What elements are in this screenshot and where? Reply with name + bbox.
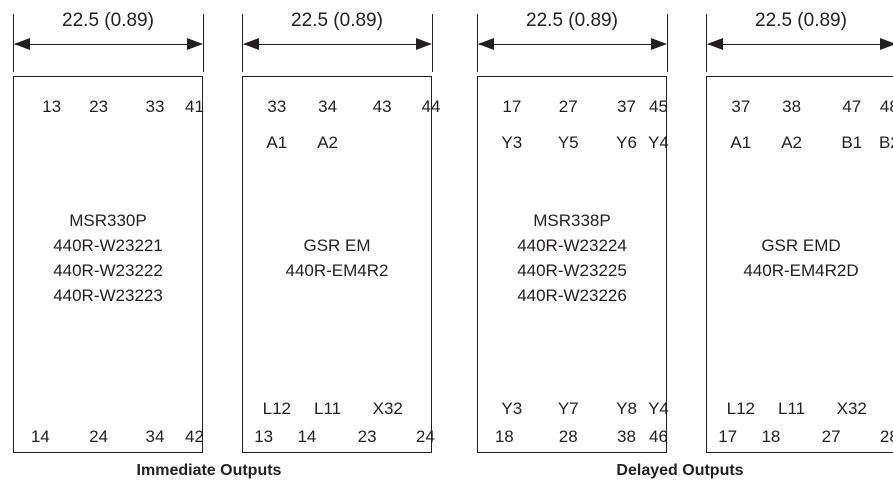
terminal-label: 41 xyxy=(185,97,204,116)
caption-delayed-outputs: Delayed Outputs xyxy=(616,462,744,479)
terminal-label: 34 xyxy=(318,97,338,116)
terminal-label: 38 xyxy=(617,427,636,446)
dimension-label: 22.5 (0.89) xyxy=(751,10,851,32)
module-title-line: 440R-W23224 xyxy=(517,235,627,255)
terminal-label: 18 xyxy=(761,427,781,446)
dimension-tick-left xyxy=(242,14,243,72)
dimension-label: 22.5 (0.89) xyxy=(58,10,158,32)
terminal-label: 17 xyxy=(502,97,522,116)
arrow-right-icon xyxy=(880,38,893,50)
module-title-line: 440R-EM4R2D xyxy=(743,260,859,280)
terminal-label: 27 xyxy=(821,427,841,446)
arrow-left-icon xyxy=(243,38,259,50)
dimension-tick-right xyxy=(432,14,433,72)
terminal-label: 28 xyxy=(558,427,578,446)
terminal-label: Y7 xyxy=(557,399,579,418)
terminal-label: 34 xyxy=(145,427,165,446)
module-title-line: MSR338P xyxy=(533,210,611,230)
module-title-line: 440R-W23225 xyxy=(517,260,627,280)
relay-module: 17 27 37 45 Y3 Y5 Y6 Y4 Y3 Y7 Y8 Y4 18 28 38 46 MSR338P 4… xyxy=(477,76,669,453)
dimension-tick-left xyxy=(706,14,707,72)
dimension-line xyxy=(15,44,201,45)
terminal-label: 24 xyxy=(415,427,435,446)
dimension-line xyxy=(479,44,665,45)
dimension-line xyxy=(708,44,893,45)
dimension-tick-right xyxy=(667,14,668,72)
terminal-label: A1 xyxy=(266,133,288,152)
module-title-line: 440R-W23223 xyxy=(53,285,163,305)
terminal-label: A1 xyxy=(730,133,752,152)
caption-immediate-outputs: Immediate Outputs xyxy=(136,462,282,479)
terminal-label: X32 xyxy=(372,399,403,418)
terminal-label: 33 xyxy=(267,97,287,116)
relay-module: 13 23 33 41 14 24 34 42 MSR330P 440R-W23221 440R-W… xyxy=(13,76,204,453)
terminal-label: 44 xyxy=(421,97,441,116)
terminal-label: Y3 xyxy=(501,399,523,418)
terminal-label: Y8 xyxy=(616,399,637,418)
terminal-label: 43 xyxy=(372,97,392,116)
module-title-line: GSR EMD xyxy=(761,235,841,255)
module-title-line: 440R-EM4R2 xyxy=(285,260,389,280)
terminal-label: Y6 xyxy=(616,133,637,152)
terminal-label: 14 xyxy=(297,427,317,446)
terminal-label: B2 xyxy=(878,133,893,152)
module-title: GSR EM 440R-EM4R2 xyxy=(243,233,431,283)
terminal-label: 23 xyxy=(357,427,377,446)
terminal-label: 28 xyxy=(879,427,893,446)
terminal-label: 47 xyxy=(842,97,862,116)
terminal-label: B1 xyxy=(841,133,863,152)
relay-module: 37 38 47 48 A1 A2 B1 B2 L12 L11 X32 17 18 27 28 GSR EMD… xyxy=(706,76,893,453)
module-title-line: MSR330P xyxy=(69,210,147,230)
module-title-line: GSR EM xyxy=(303,235,371,255)
terminal-label: 48 xyxy=(879,97,893,116)
terminal-label: A2 xyxy=(781,133,802,152)
arrow-right-icon xyxy=(187,38,203,50)
module-title: MSR338P 440R-W23224 440R-W23225 440R-W23226 xyxy=(478,208,666,308)
terminal-label: 38 xyxy=(782,97,802,116)
terminal-label: 45 xyxy=(649,97,668,116)
terminal-label: X32 xyxy=(836,399,867,418)
terminal-label: 46 xyxy=(649,427,668,446)
module-title: GSR EMD 440R-EM4R2D xyxy=(707,233,893,283)
arrow-left-icon xyxy=(14,38,30,50)
dimension-tick-left xyxy=(477,14,478,72)
terminal-label: Y3 xyxy=(501,133,523,152)
terminal-label: 18 xyxy=(494,427,514,446)
relay-module: 33 34 43 44 A1 A2 L12 L11 X32 13 14 23 24 GSR EM 440R-… xyxy=(242,76,440,453)
terminal-label: L11 xyxy=(778,399,806,418)
terminal-label: 37 xyxy=(731,97,751,116)
terminal-label: 17 xyxy=(718,427,738,446)
terminal-label: 13 xyxy=(42,97,62,116)
terminal-label: Y4 xyxy=(648,133,669,152)
dimension-label: 22.5 (0.89) xyxy=(522,10,622,32)
arrow-right-icon xyxy=(416,38,432,50)
terminal-label: Y5 xyxy=(557,133,579,152)
terminal-label: L12 xyxy=(262,399,292,418)
module-title-line: 440R-W23226 xyxy=(517,285,627,305)
terminal-label: 27 xyxy=(558,97,578,116)
arrow-left-icon xyxy=(707,38,723,50)
terminal-label: 42 xyxy=(185,427,204,446)
dimension-label: 22.5 (0.89) xyxy=(287,10,387,32)
dimension-tick-left xyxy=(13,14,14,72)
arrow-left-icon xyxy=(478,38,494,50)
terminal-label: L12 xyxy=(726,399,756,418)
dimension-line xyxy=(244,44,430,45)
dimension-tick-right xyxy=(203,14,204,72)
terminal-label: 14 xyxy=(30,427,50,446)
terminal-label: A2 xyxy=(317,133,338,152)
terminal-label: 37 xyxy=(617,97,636,116)
module-title: MSR330P 440R-W23221 440R-W23222 440R-W23223 xyxy=(14,208,202,308)
terminal-label: 23 xyxy=(89,97,109,116)
module-title-line: 440R-W23221 xyxy=(53,235,163,255)
arrow-right-icon xyxy=(651,38,667,50)
module-title-line: 440R-W23222 xyxy=(53,260,163,280)
terminal-label: Y4 xyxy=(648,399,669,418)
terminal-label: 13 xyxy=(254,427,274,446)
terminal-label: 24 xyxy=(89,427,109,446)
terminal-label: 33 xyxy=(145,97,165,116)
terminal-label: L11 xyxy=(314,399,342,418)
